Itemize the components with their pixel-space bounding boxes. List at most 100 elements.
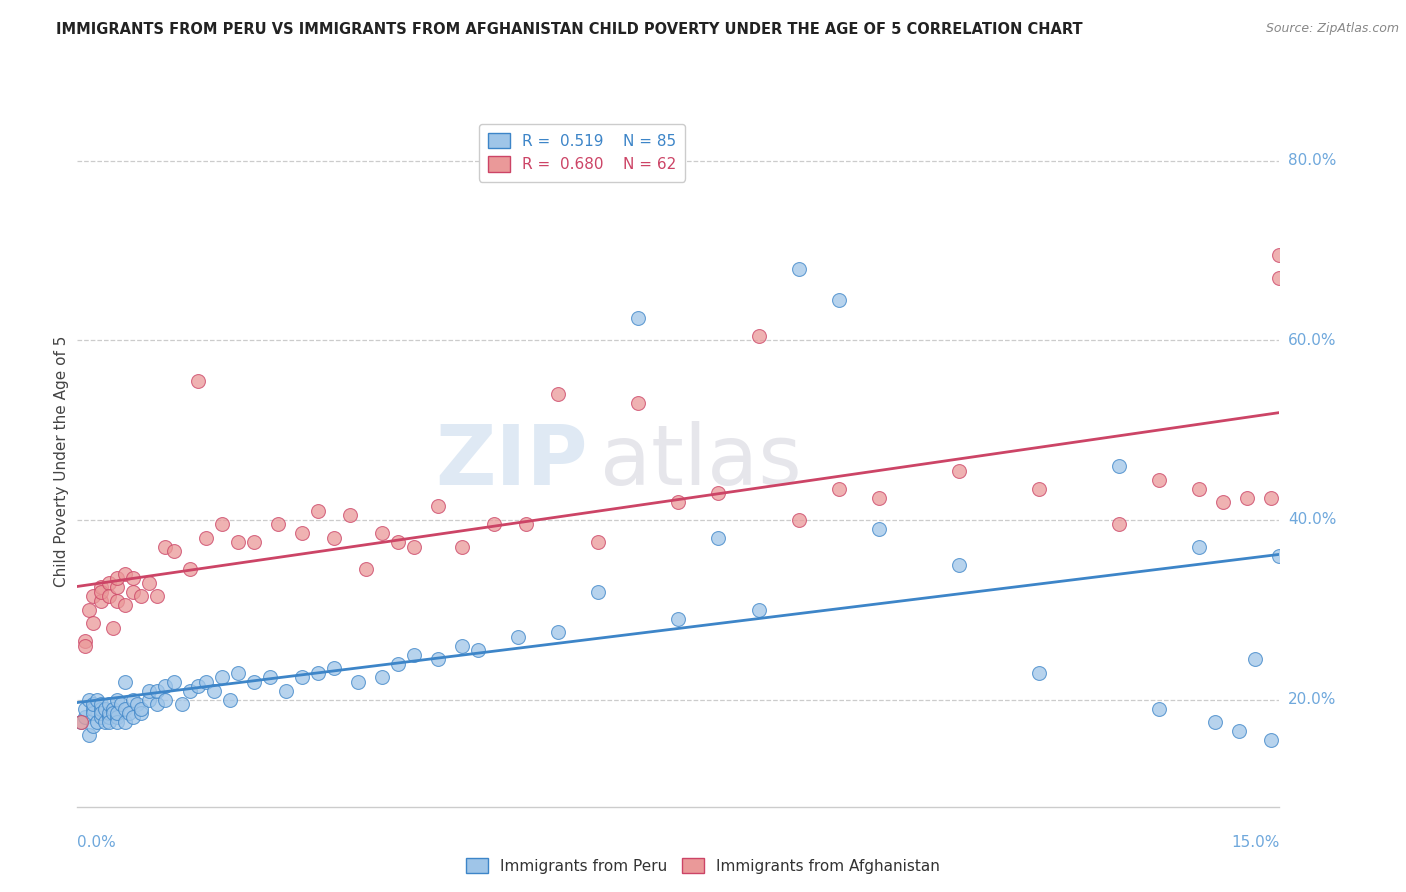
Point [114, 566, 136, 581]
Point [1028, 665, 1050, 680]
Point [186, 679, 209, 693]
Point [107, 580, 129, 594]
Point [107, 571, 129, 585]
Point [1188, 482, 1211, 496]
Text: Source: ZipAtlas.com: Source: ZipAtlas.com [1265, 22, 1399, 36]
Point [138, 575, 160, 590]
Point [1229, 723, 1251, 738]
Point [787, 261, 810, 276]
Point [371, 526, 394, 541]
Point [107, 594, 129, 608]
Point [274, 683, 297, 698]
Point [90, 697, 112, 711]
Point [1149, 701, 1171, 715]
Point [1149, 473, 1171, 487]
Point [122, 710, 145, 724]
Point [122, 571, 145, 585]
Point [127, 697, 149, 711]
Point [170, 697, 193, 711]
Point [70, 714, 93, 729]
Point [90, 594, 112, 608]
Point [162, 674, 184, 689]
Point [194, 531, 217, 545]
Point [948, 558, 970, 572]
Point [307, 504, 329, 518]
Point [202, 683, 225, 698]
Point [86, 714, 108, 729]
Point [588, 535, 610, 549]
Point [82, 589, 104, 603]
Point [90, 580, 112, 594]
Point [1260, 491, 1282, 505]
Point [427, 652, 450, 666]
Point [90, 706, 112, 720]
Point [1236, 491, 1258, 505]
Point [82, 706, 104, 720]
Point [322, 531, 344, 545]
Text: 60.0%: 60.0% [1288, 333, 1336, 348]
Point [103, 706, 125, 720]
Point [211, 670, 233, 684]
Point [103, 621, 125, 635]
Point [451, 540, 474, 554]
Point [259, 670, 281, 684]
Point [226, 535, 249, 549]
Point [627, 396, 650, 410]
Point [307, 665, 329, 680]
Point [98, 710, 121, 724]
Text: 0.0%: 0.0% [77, 835, 117, 850]
Text: 40.0%: 40.0% [1288, 513, 1336, 527]
Point [748, 603, 770, 617]
Point [90, 701, 112, 715]
Point [1188, 540, 1211, 554]
Point [107, 692, 129, 706]
Point [103, 701, 125, 715]
Legend: Immigrants from Peru, Immigrants from Afghanistan: Immigrants from Peru, Immigrants from Af… [460, 852, 946, 880]
Point [1244, 652, 1267, 666]
Point [75, 710, 97, 724]
Point [1028, 482, 1050, 496]
Point [588, 584, 610, 599]
Point [90, 710, 112, 724]
Point [787, 513, 810, 527]
Point [155, 540, 177, 554]
Point [515, 517, 537, 532]
Point [82, 616, 104, 631]
Point [668, 495, 690, 509]
Point [79, 692, 101, 706]
Point [1268, 549, 1291, 563]
Point [146, 697, 169, 711]
Text: ZIP: ZIP [436, 421, 588, 502]
Point [79, 728, 101, 742]
Y-axis label: Child Poverty Under the Age of 5: Child Poverty Under the Age of 5 [53, 336, 69, 587]
Point [114, 714, 136, 729]
Point [114, 701, 136, 715]
Point [322, 661, 344, 675]
Point [451, 639, 474, 653]
Point [547, 625, 569, 640]
Point [1108, 517, 1130, 532]
Point [948, 464, 970, 478]
Point [122, 584, 145, 599]
Point [707, 486, 730, 500]
Point [107, 710, 129, 724]
Point [868, 491, 890, 505]
Point [1268, 270, 1291, 285]
Point [291, 526, 314, 541]
Point [79, 603, 101, 617]
Text: 20.0%: 20.0% [1288, 692, 1336, 707]
Point [868, 522, 890, 536]
Point [107, 714, 129, 729]
Point [547, 387, 569, 401]
Point [155, 679, 177, 693]
Point [75, 701, 97, 715]
Point [146, 589, 169, 603]
Point [1260, 733, 1282, 747]
Point [668, 612, 690, 626]
Point [90, 584, 112, 599]
Point [122, 692, 145, 706]
Point [186, 374, 209, 388]
Point [131, 701, 153, 715]
Point [110, 697, 132, 711]
Point [98, 697, 121, 711]
